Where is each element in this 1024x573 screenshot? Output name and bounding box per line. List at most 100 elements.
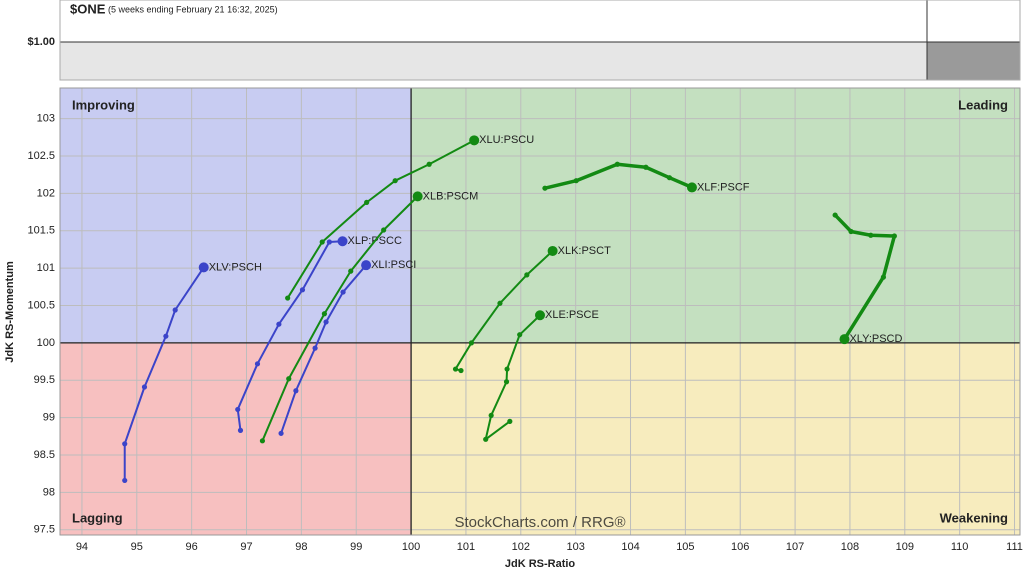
tail-line	[833, 213, 897, 341]
head-point	[412, 191, 423, 202]
series-label: XLY:PSCD	[849, 333, 902, 345]
tail-point	[507, 418, 513, 424]
quadrant	[60, 88, 412, 343]
x-tick-label: 111	[1006, 541, 1023, 553]
x-axis-label: JdK RS-Ratio	[505, 558, 576, 570]
x-tick-label: 105	[676, 541, 694, 553]
tail-point	[323, 319, 329, 325]
tail-point	[286, 376, 292, 382]
series-label: XLV:PSCH	[209, 261, 262, 273]
tail-point	[364, 199, 370, 205]
y-tick-label: 101	[37, 262, 55, 274]
y-tick-label: 98.5	[34, 449, 55, 461]
x-tick-label: 102	[512, 541, 530, 553]
x-tick-label: 97	[240, 541, 252, 553]
x-tick-label: 94	[76, 541, 88, 553]
tail-point	[848, 228, 854, 235]
head-point	[686, 182, 697, 193]
tail-point	[276, 321, 282, 327]
tail-point	[254, 361, 261, 367]
tail-point	[426, 161, 432, 167]
tail-point	[122, 441, 128, 447]
tail-point	[340, 289, 346, 295]
y-tick-label: 99.5	[34, 374, 55, 386]
head-point	[469, 135, 480, 146]
series-label: XLU:PSCU	[479, 134, 534, 146]
head-point	[337, 236, 348, 247]
tail-point	[319, 239, 325, 245]
tail-point	[348, 268, 354, 274]
x-tick-label: 99	[350, 541, 362, 553]
symbol: $ONE	[70, 1, 106, 16]
tail-point	[299, 287, 306, 293]
series-label: XLB:PSCM	[423, 190, 479, 202]
tail-point	[278, 430, 284, 436]
tail-line	[286, 139, 475, 299]
y-tick-label: 99	[43, 412, 55, 424]
tail-point	[542, 185, 548, 191]
y-tick-label: 102.5	[27, 150, 55, 162]
tail-line	[123, 266, 205, 481]
quadrant-label: Improving	[72, 97, 135, 112]
x-tick-label: 98	[295, 541, 307, 553]
head-point	[547, 245, 558, 256]
tail-point	[452, 366, 459, 372]
tail-line	[544, 162, 693, 190]
tail-point	[392, 178, 398, 184]
y-tick-label: 103	[37, 113, 55, 125]
x-tick-label: 109	[896, 541, 914, 553]
tail-point	[832, 212, 838, 218]
tail-point	[488, 412, 494, 419]
x-tick-label: 104	[621, 541, 639, 553]
quadrant-label: Weakening	[940, 510, 1008, 525]
y-tick-label: 101.5	[27, 225, 55, 237]
quadrant-label: Lagging	[72, 510, 123, 525]
tail-point	[573, 178, 579, 184]
head-point	[839, 334, 850, 345]
watermark: StockCharts.com / RRG®	[454, 514, 625, 531]
tail-point	[321, 311, 328, 317]
tail-line	[261, 195, 419, 442]
tail-point	[163, 333, 169, 339]
tail-point	[503, 379, 510, 385]
series-label: XLI:PSCI	[371, 259, 416, 271]
y-tick-label: 97.5	[34, 524, 55, 536]
tail-point	[259, 438, 266, 444]
plot: 94 95 96 97 98 99 100 101 102 103 104 105 106 107 108 1…	[27, 87, 1023, 553]
head-point	[198, 262, 209, 273]
tail-point	[666, 175, 673, 181]
tail-point	[458, 367, 464, 374]
price-frame	[59, 0, 1021, 81]
series-label: XLK:PSCT	[558, 245, 611, 257]
series-label: XLF:PSCF	[697, 181, 750, 193]
tail-point	[891, 233, 897, 239]
x-tick-label: 110	[951, 541, 969, 553]
tail-point	[497, 300, 503, 306]
subtitle: (5 weeks ending February 21 16:32, 2025)	[108, 4, 278, 14]
x-tick-label: 96	[186, 541, 198, 553]
tail-point	[483, 436, 489, 442]
tail-point	[517, 332, 523, 338]
x-tick-label: 100	[402, 541, 420, 553]
tail-point	[468, 340, 475, 346]
price-label: $1.00	[27, 36, 55, 48]
x-tick-label: 107	[786, 541, 804, 553]
tail-point	[122, 477, 128, 484]
y-tick-label: 98	[43, 486, 55, 498]
quadrant	[411, 88, 1021, 343]
y-axis-label: JdK RS-Momentum	[4, 261, 16, 363]
x-tick-label: 106	[731, 541, 749, 553]
tail-point	[643, 164, 649, 170]
x-tick-label: 101	[457, 541, 475, 553]
y-tick-label: 100.5	[27, 299, 55, 311]
tail-point	[235, 406, 241, 413]
y-tick-label: 102	[37, 187, 55, 199]
tail-point	[880, 274, 887, 280]
x-tick-label: 103	[566, 541, 584, 553]
plot-frame	[59, 87, 1021, 536]
tail-point	[172, 307, 178, 313]
quadrant	[60, 342, 412, 535]
tail-point	[293, 388, 299, 394]
tail-point	[381, 227, 387, 233]
